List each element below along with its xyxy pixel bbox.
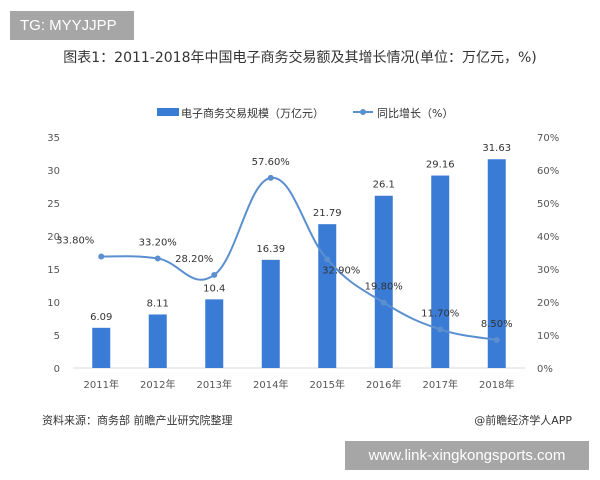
line-label: 11.70% bbox=[421, 308, 459, 319]
line-point bbox=[154, 255, 161, 262]
y-left-tick: 35 bbox=[47, 133, 60, 144]
y-right-tick: 50% bbox=[537, 199, 559, 210]
bar bbox=[148, 314, 167, 368]
url-watermark: www.link-xingkongsports.com bbox=[345, 441, 589, 470]
line-point bbox=[211, 271, 218, 278]
line-label: 57.60% bbox=[252, 157, 290, 168]
growth-line bbox=[101, 176, 497, 341]
line-label: 8.50% bbox=[481, 319, 513, 330]
legend-bar-label: 电子商务交易规模（万亿元） bbox=[181, 106, 324, 120]
x-tick: 2017年 bbox=[423, 378, 458, 391]
bar-label: 10.4 bbox=[203, 283, 225, 294]
line-point bbox=[380, 299, 387, 306]
x-tick: 2016年 bbox=[366, 378, 401, 391]
source-note: 资料来源：商务部 前瞻产业研究院整理 bbox=[42, 414, 233, 427]
x-tick: 2013年 bbox=[197, 378, 232, 391]
bar-label: 8.11 bbox=[147, 298, 169, 309]
y-left-tick: 20 bbox=[47, 232, 60, 243]
x-tick: 2015年 bbox=[310, 378, 345, 391]
bar bbox=[487, 159, 506, 368]
bar bbox=[205, 299, 224, 368]
y-left-tick: 25 bbox=[47, 199, 60, 210]
y-right-tick: 10% bbox=[537, 331, 559, 342]
line-point bbox=[493, 336, 500, 343]
x-tick: 2011年 bbox=[84, 378, 119, 391]
y-right-tick: 20% bbox=[537, 298, 559, 309]
line-point bbox=[98, 253, 105, 260]
y-left-tick: 10 bbox=[47, 298, 60, 309]
line-point bbox=[267, 174, 274, 181]
legend-line-label: 同比增长（%） bbox=[377, 106, 453, 120]
bar bbox=[374, 195, 393, 368]
x-tick: 2018年 bbox=[479, 378, 514, 391]
bar bbox=[318, 224, 337, 368]
credit: @前瞻经济学人APP bbox=[474, 414, 572, 427]
line-point bbox=[324, 256, 331, 263]
line-label: 33.20% bbox=[139, 237, 177, 248]
bar bbox=[261, 259, 280, 368]
bar bbox=[92, 327, 111, 368]
y-right-tick: 70% bbox=[537, 133, 559, 144]
bar-label: 16.39 bbox=[256, 244, 285, 255]
bar bbox=[431, 175, 450, 368]
y-right-tick: 40% bbox=[537, 232, 559, 243]
y-left-tick: 15 bbox=[47, 265, 60, 276]
y-right-tick: 60% bbox=[537, 166, 559, 177]
bar-label: 29.16 bbox=[426, 160, 455, 171]
watermark-tag: TG: MYYJJPP bbox=[10, 11, 134, 40]
y-right-tick: 0% bbox=[537, 364, 553, 375]
y-left-tick: 0 bbox=[54, 364, 60, 375]
x-tick: 2014年 bbox=[253, 378, 288, 391]
bar-label: 6.09 bbox=[90, 312, 112, 323]
line-label: 32.90% bbox=[322, 265, 360, 276]
bar-label: 31.63 bbox=[482, 143, 511, 154]
chart: 电子商务交易规模（万亿元） 同比增长（%） 0 5 10 15 20 25 30 35 0% 10% 2… bbox=[47, 106, 559, 391]
x-tick: 2012年 bbox=[140, 378, 175, 391]
legend-line-marker bbox=[360, 109, 366, 115]
legend-bar-swatch bbox=[157, 108, 179, 116]
line-point bbox=[437, 326, 444, 333]
line-label: 28.20% bbox=[175, 254, 213, 265]
line-label: 33.80% bbox=[56, 235, 94, 246]
chart-title: 图表1：2011-2018年中国电子商务交易额及其增长情况(单位：万亿元，%) bbox=[63, 50, 537, 66]
bar-label: 26.1 bbox=[373, 180, 395, 191]
line-label: 19.80% bbox=[365, 282, 403, 293]
bar-label: 21.79 bbox=[313, 208, 342, 219]
y-right-tick: 30% bbox=[537, 265, 559, 276]
y-left-tick: 30 bbox=[47, 166, 60, 177]
y-left-tick: 5 bbox=[54, 331, 60, 342]
